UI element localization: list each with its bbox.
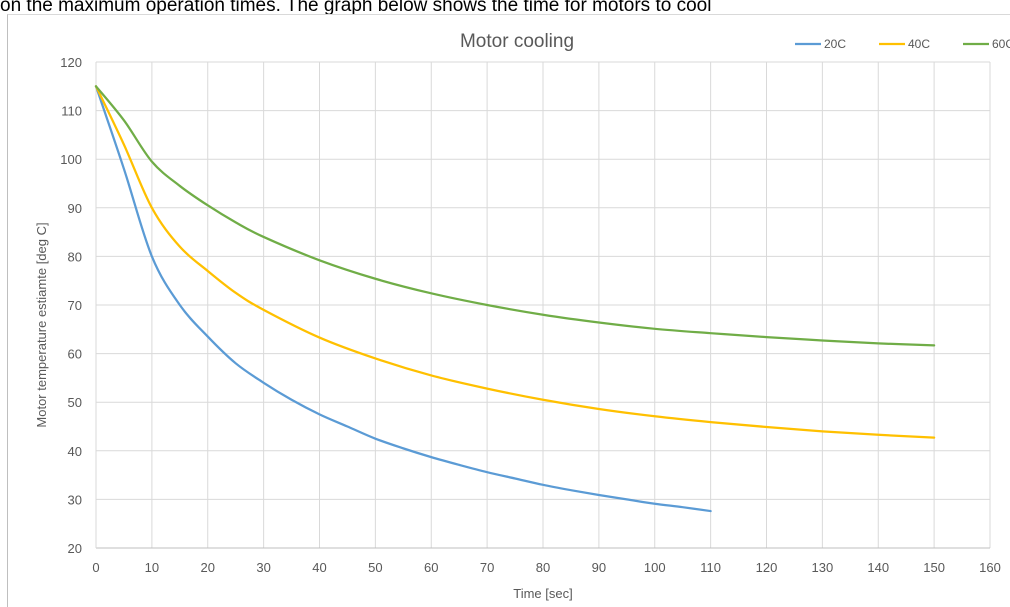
document-caption: on the maximum operation times. The grap… bbox=[0, 0, 712, 16]
y-tick-label: 110 bbox=[61, 104, 82, 119]
y-tick-label: 120 bbox=[60, 55, 82, 70]
y-tick-label: 70 bbox=[68, 298, 82, 313]
y-tick-label: 60 bbox=[68, 347, 82, 362]
legend-label-40c: 40C bbox=[908, 37, 930, 51]
x-tick-label: 80 bbox=[536, 560, 550, 575]
x-tick-label: 0 bbox=[92, 560, 99, 575]
x-tick-label: 100 bbox=[644, 560, 666, 575]
series-line-60c bbox=[94, 85, 936, 347]
legend-label-60c: 60C bbox=[992, 37, 1010, 51]
x-tick-label: 90 bbox=[592, 560, 606, 575]
series-lines bbox=[94, 85, 936, 513]
gridlines bbox=[96, 61, 991, 548]
x-axis-title: Time [sec] bbox=[513, 586, 572, 601]
x-tick-label: 70 bbox=[480, 560, 494, 575]
y-tick-label: 100 bbox=[60, 152, 82, 167]
x-tick-label: 110 bbox=[700, 560, 721, 575]
x-tick-label: 20 bbox=[201, 560, 215, 575]
x-tick-label: 130 bbox=[812, 560, 834, 575]
chart-frame bbox=[7, 14, 1010, 607]
y-tick-label: 40 bbox=[68, 444, 82, 459]
series-line-20c bbox=[94, 85, 712, 513]
x-tick-label: 40 bbox=[312, 560, 326, 575]
axes: 20 30 40 50 60 70 80 90 100 110 120 0 10 20 30 40 50 60 70… bbox=[60, 55, 1001, 575]
x-tick-label: 30 bbox=[256, 560, 270, 575]
chart-title: Motor cooling bbox=[460, 31, 574, 52]
x-tick-label: 150 bbox=[923, 560, 945, 575]
x-tick-label: 120 bbox=[756, 560, 778, 575]
y-tick-label: 30 bbox=[68, 492, 82, 507]
x-tick-label: 50 bbox=[368, 560, 382, 575]
series-line-40c bbox=[94, 85, 936, 439]
y-tick-label: 50 bbox=[68, 395, 82, 410]
y-tick-label: 20 bbox=[68, 541, 82, 556]
x-tick-label: 140 bbox=[867, 560, 889, 575]
y-axis-title: Motor temperature estiamte [deg C] bbox=[34, 222, 49, 427]
legend-label-20c: 20C bbox=[824, 37, 846, 51]
y-tick-label: 80 bbox=[68, 249, 82, 264]
x-tick-label: 160 bbox=[979, 560, 1001, 575]
legend: 20C 40C 60C bbox=[795, 37, 1010, 51]
y-tick-label: 90 bbox=[68, 201, 82, 216]
x-tick-label: 10 bbox=[145, 560, 159, 575]
x-tick-label: 60 bbox=[424, 560, 438, 575]
